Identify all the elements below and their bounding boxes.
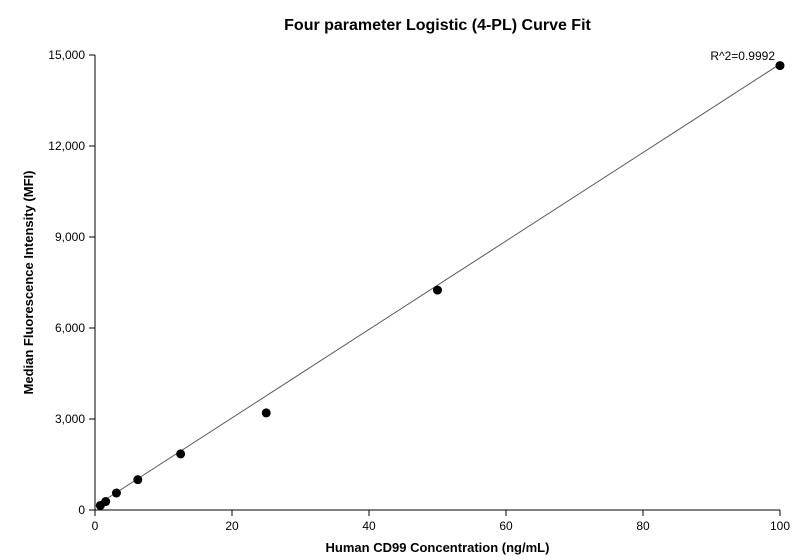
x-tick-label: 20 [225,519,239,533]
chart-title: Four parameter Logistic (4-PL) Curve Fit [284,17,591,34]
fit-line [95,64,780,506]
y-axis-label: Median Fluorescence Intensity (MFI) [21,171,36,395]
y-tick-label: 3,000 [55,412,85,426]
y-tick-label: 15,000 [48,48,85,62]
y-tick-label: 9,000 [55,230,85,244]
data-point [133,475,142,484]
chart-svg: Four parameter Logistic (4-PL) Curve Fit… [0,0,808,560]
data-point [262,408,271,417]
r-squared-annotation: R^2=0.9992 [710,49,775,63]
x-tick-label: 0 [92,519,99,533]
x-tick-label: 100 [770,519,790,533]
y-tick-label: 6,000 [55,321,85,335]
x-tick-label: 60 [499,519,513,533]
x-axis-label: Human CD99 Concentration (ng/mL) [326,540,550,555]
y-tick-label: 12,000 [48,139,85,153]
data-point [776,61,785,70]
x-tick-label: 40 [362,519,376,533]
data-point [112,489,121,498]
chart-container: Four parameter Logistic (4-PL) Curve Fit… [0,0,808,560]
data-point [433,286,442,295]
x-tick-label: 80 [636,519,650,533]
data-point [101,497,110,506]
data-point [176,449,185,458]
y-tick-label: 0 [78,503,85,517]
